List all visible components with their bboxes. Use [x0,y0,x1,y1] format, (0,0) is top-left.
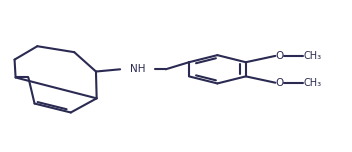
Text: CH₃: CH₃ [304,78,322,88]
Text: CH₃: CH₃ [304,51,322,61]
Text: O: O [275,78,284,88]
Text: O: O [275,51,284,61]
Text: NH: NH [130,64,146,74]
